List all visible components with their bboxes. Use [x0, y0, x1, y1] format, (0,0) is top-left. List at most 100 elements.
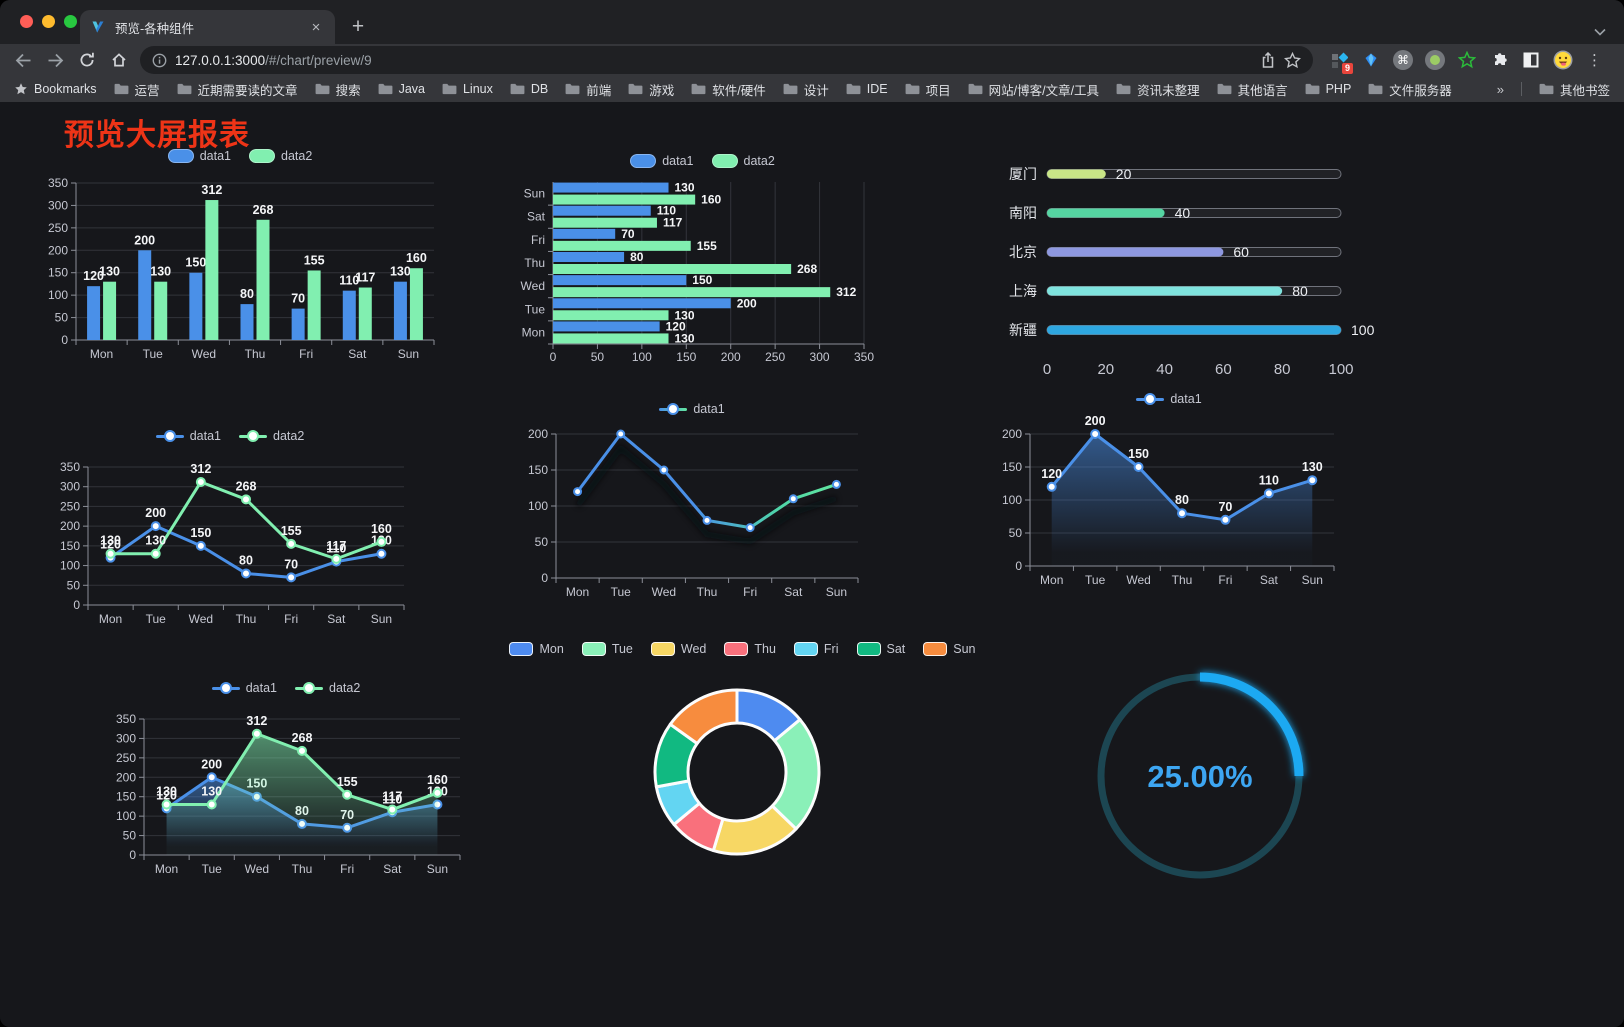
reload-button[interactable] — [72, 46, 102, 74]
extension-gem-icon[interactable] — [1361, 50, 1381, 70]
legend-item-data2[interactable]: data2 — [239, 429, 304, 443]
bookmark-folder-item[interactable]: DB — [510, 82, 548, 96]
legend-item-data1[interactable]: data1 — [167, 149, 231, 163]
menu-icon[interactable]: ⋮ — [1587, 52, 1602, 69]
bookmark-folder-item[interactable]: Linux — [442, 82, 493, 96]
other-bookmarks-item[interactable]: 其他书签 — [1539, 80, 1610, 99]
tab-close-icon[interactable]: × — [311, 18, 321, 36]
other-bookmarks-label: 其他书签 — [1559, 83, 1610, 98]
window-minimize-button[interactable] — [42, 15, 55, 28]
address-bar[interactable]: 127.0.0.1:3000/#/chart/preview/9 — [140, 46, 1313, 74]
new-tab-button[interactable]: + — [351, 15, 365, 38]
svg-text:300: 300 — [60, 480, 80, 494]
legend-item-mon[interactable]: Mon — [509, 642, 564, 656]
svg-text:80: 80 — [1292, 283, 1308, 299]
svg-text:Tue: Tue — [202, 862, 223, 876]
folder-icon — [1305, 83, 1320, 95]
svg-text:70: 70 — [1218, 500, 1232, 514]
svg-text:130: 130 — [675, 308, 695, 322]
legend-item-wed[interactable]: Wed — [650, 642, 706, 656]
bookmark-folder-item[interactable]: 设计 — [783, 80, 829, 99]
svg-text:Fri: Fri — [743, 585, 757, 599]
svg-text:100: 100 — [528, 499, 548, 513]
legend-swatch — [167, 149, 194, 163]
svg-text:Sun: Sun — [427, 862, 448, 876]
extension-command-icon[interactable]: ⌘ — [1393, 50, 1413, 70]
back-button[interactable] — [8, 46, 38, 74]
legend-item-data1[interactable]: data1 — [659, 402, 725, 416]
window-close-button[interactable] — [20, 15, 33, 28]
chart-canvas: 0 50 100 150 200 250 300 350 Mon Tue Wed Thu Fri Sat S… — [116, 712, 461, 876]
svg-text:0: 0 — [73, 598, 80, 612]
legend-item-data1[interactable]: data1 — [1136, 392, 1202, 406]
browser-tab[interactable]: 预览-各种组件 × — [80, 10, 335, 44]
extension-darkmode-icon[interactable] — [1521, 50, 1541, 70]
legend-item-data1[interactable]: data1 — [630, 154, 694, 168]
legend-item-data2[interactable]: data2 — [249, 149, 312, 163]
share-icon[interactable] — [1260, 51, 1276, 69]
bookmark-folder-item[interactable]: 其他语言 — [1217, 80, 1288, 99]
folder-icon — [1217, 83, 1232, 95]
legend-item-sat[interactable]: Sat — [856, 642, 905, 656]
bookmark-folder-label: 其他语言 — [1237, 83, 1288, 98]
legend-item-tue[interactable]: Tue — [581, 642, 633, 656]
bookmark-folder-item[interactable]: PHP — [1305, 82, 1351, 96]
bookmark-folder-item[interactable]: 运营 — [114, 80, 160, 99]
legend-item-sun[interactable]: Sun — [923, 642, 976, 656]
bookmark-folder-item[interactable]: 前端 — [565, 80, 611, 99]
svg-text:20: 20 — [1116, 166, 1132, 182]
bookmark-folder-item[interactable]: 搜索 — [315, 80, 361, 99]
folder-icon — [177, 83, 191, 95]
window-zoom-button[interactable] — [64, 15, 77, 28]
bookmark-folder-item[interactable]: Java — [378, 82, 425, 96]
bookmark-folder-item[interactable]: 软件/硬件 — [691, 80, 766, 99]
legend-item-data2[interactable]: data2 — [295, 681, 360, 695]
extension-emoji-icon[interactable] — [1553, 50, 1573, 70]
legend-item-data2[interactable]: data2 — [711, 154, 775, 168]
forward-button[interactable] — [40, 46, 70, 74]
svg-text:Sun: Sun — [398, 347, 419, 361]
extension-grid-icon[interactable]: 9 — [1329, 50, 1353, 74]
page-info-icon[interactable] — [152, 53, 167, 68]
extension-green-star-icon[interactable] — [1457, 50, 1477, 70]
bookmarks-manager-item[interactable]: Bookmarks — [14, 82, 97, 96]
bookmark-folder-item[interactable]: 文件服务器 — [1368, 80, 1452, 99]
bookmark-folder-label: 游戏 — [649, 83, 675, 98]
svg-text:130: 130 — [390, 265, 411, 279]
chart-legend: data1 — [988, 386, 1350, 412]
bookmark-star-icon[interactable] — [1284, 51, 1301, 69]
svg-text:110: 110 — [326, 542, 346, 556]
legend-item-thu[interactable]: Thu — [724, 642, 776, 656]
bookmark-folder-item[interactable]: 资讯未整理 — [1116, 80, 1200, 99]
legend-label: data1 — [199, 149, 231, 163]
svg-text:Sat: Sat — [784, 585, 803, 599]
extensions-puzzle-icon[interactable] — [1489, 50, 1509, 70]
home-button[interactable] — [104, 46, 134, 74]
bookmark-folder-item[interactable]: 项目 — [905, 80, 951, 99]
bookmarks-overflow-chevron[interactable]: » — [1496, 81, 1504, 97]
bookmark-folder-item[interactable]: 游戏 — [628, 80, 674, 99]
extension-recorder-icon[interactable] — [1425, 50, 1445, 70]
tab-search-chevron-icon[interactable] — [1594, 28, 1606, 36]
chart-legend: Mon Tue Wed Thu Fri Sat Sun — [509, 636, 976, 662]
svg-text:268: 268 — [292, 731, 313, 745]
svg-text:Thu: Thu — [697, 585, 718, 599]
svg-text:150: 150 — [692, 273, 712, 287]
url-text[interactable]: 127.0.0.1:3000/#/chart/preview/9 — [175, 53, 1252, 68]
svg-text:Sun: Sun — [826, 585, 847, 599]
legend-item-data1[interactable]: data1 — [155, 429, 221, 443]
chart-canvas: 0 50 100 150 200 250 300 350 Mon Tue Wed Thu Fri Sat S… — [60, 460, 405, 626]
svg-text:130: 130 — [145, 534, 166, 548]
bookmark-folder-item[interactable]: 网站/博客/文章/工具 — [968, 80, 1099, 99]
svg-text:200: 200 — [48, 243, 68, 257]
legend-item-fri[interactable]: Fri — [793, 642, 839, 656]
svg-text:100: 100 — [1328, 361, 1353, 378]
bookmark-folder-item[interactable]: IDE — [846, 82, 888, 96]
legend-swatch — [659, 402, 688, 416]
bookmark-folder-item[interactable]: 近期需要读的文章 — [177, 80, 298, 99]
svg-text:100: 100 — [116, 809, 136, 823]
legend-item-data1[interactable]: data1 — [211, 681, 277, 695]
svg-text:0: 0 — [1015, 559, 1022, 573]
folder-icon — [378, 83, 393, 95]
